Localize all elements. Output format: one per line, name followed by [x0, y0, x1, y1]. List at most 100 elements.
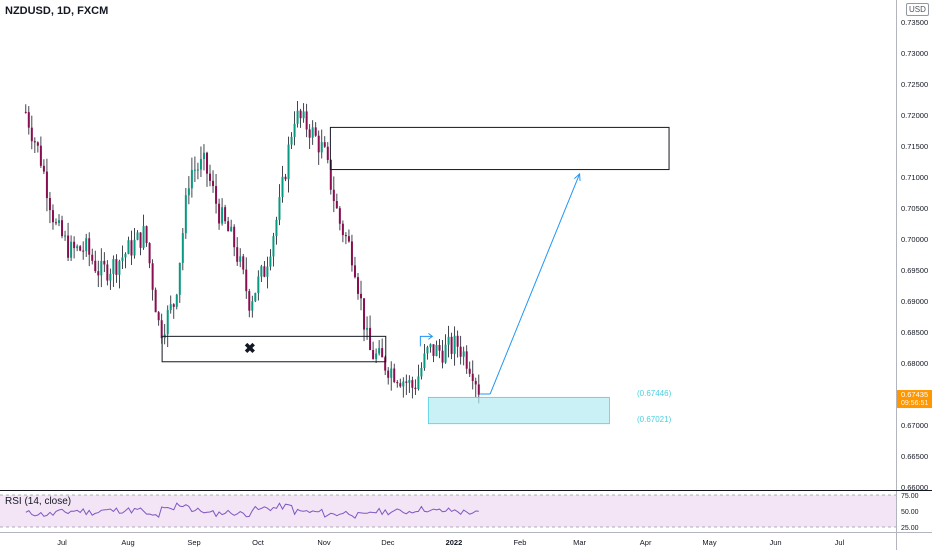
- candle: [414, 379, 417, 395]
- candle: [233, 224, 236, 257]
- candle: [30, 115, 33, 150]
- candle-body: [323, 142, 326, 147]
- cross-marker[interactable]: ✖: [244, 340, 256, 356]
- candle-body: [236, 247, 239, 262]
- candle: [423, 344, 426, 371]
- candle: [172, 303, 175, 319]
- candle-body: [175, 294, 178, 307]
- candle-body: [118, 260, 121, 275]
- candle: [106, 260, 109, 286]
- candle-body: [64, 235, 67, 237]
- candle-body: [36, 142, 39, 146]
- candle-body: [103, 260, 106, 265]
- time-tick-label: Aug: [121, 538, 134, 547]
- time-axis[interactable]: Jul Aug Sep Oct Nov Dec 2022 Feb Mar Apr May Jun Jul: [57, 538, 844, 547]
- candle: [426, 345, 429, 360]
- candle-body: [353, 265, 356, 278]
- candle-body: [73, 241, 76, 249]
- candle-body: [157, 312, 160, 321]
- candle-body: [115, 259, 118, 275]
- candle-body: [420, 368, 423, 377]
- rsi-title[interactable]: RSI (14, close): [5, 496, 72, 507]
- candle-body: [202, 152, 205, 160]
- candle: [202, 144, 205, 171]
- candle: [456, 330, 459, 358]
- candle: [100, 248, 103, 288]
- candle-body: [221, 207, 224, 224]
- candle-body: [335, 201, 338, 209]
- candle: [360, 280, 363, 311]
- candle-body: [405, 381, 408, 383]
- candle-body: [145, 226, 148, 244]
- candle: [420, 362, 423, 380]
- candle-body: [260, 266, 263, 277]
- candle-body: [441, 350, 444, 363]
- candle-body: [302, 111, 305, 119]
- candle: [91, 248, 94, 265]
- candle-body: [215, 186, 218, 204]
- candle-body: [387, 370, 390, 378]
- candle: [350, 234, 353, 272]
- candle: [453, 326, 456, 366]
- candle-body: [408, 380, 411, 383]
- candle-body: [414, 387, 417, 390]
- time-tick-label: Jun: [770, 538, 782, 547]
- candle: [139, 232, 142, 256]
- currency-badge[interactable]: USD: [906, 3, 929, 16]
- candle: [305, 103, 308, 138]
- candle: [459, 335, 462, 365]
- candle: [390, 361, 393, 391]
- candle-body: [311, 127, 314, 138]
- candle: [248, 288, 251, 318]
- candle: [70, 235, 73, 261]
- candle: [157, 311, 160, 326]
- time-tick-label: Oct: [252, 538, 265, 547]
- candle: [54, 218, 57, 226]
- candle: [39, 136, 42, 168]
- candle: [64, 230, 67, 241]
- candle-body: [187, 188, 190, 196]
- candle-body: [100, 260, 103, 276]
- candle: [221, 198, 224, 226]
- drawings-layer: [161, 126, 670, 425]
- price-tick-label: 0.68500: [901, 328, 928, 337]
- candle-body: [296, 110, 299, 124]
- candle-body: [39, 145, 42, 166]
- candle-body: [326, 146, 329, 160]
- candle-body: [70, 241, 73, 258]
- candle: [24, 104, 27, 114]
- target-zone-top-label: (0.67446): [637, 389, 672, 398]
- candle-body: [254, 292, 257, 302]
- candle: [48, 191, 51, 224]
- candle: [323, 136, 326, 148]
- symbol-title[interactable]: NZDUSD, 1D, FXCM: [5, 5, 109, 17]
- candle-body: [477, 384, 480, 395]
- candle: [399, 378, 402, 388]
- candle-body: [130, 240, 133, 256]
- candle-body: [384, 357, 387, 371]
- price-axis[interactable]: 0.73500 0.73000 0.72500 0.72000 0.71500 0.710…: [901, 18, 928, 492]
- candle-body: [33, 141, 36, 143]
- projection-arrow-head: [574, 172, 581, 181]
- candle: [94, 250, 97, 273]
- candle: [136, 230, 139, 241]
- candle-body: [462, 351, 465, 357]
- candle: [115, 254, 118, 283]
- candle-body: [151, 263, 154, 290]
- candle-body: [42, 165, 45, 172]
- candle: [142, 214, 145, 250]
- candle: [154, 287, 157, 313]
- candle-body: [356, 277, 359, 294]
- candle-body: [245, 269, 248, 292]
- candle: [130, 230, 133, 266]
- candle-body: [148, 243, 151, 264]
- candle: [88, 232, 91, 267]
- breakout-arrow-head: [428, 332, 434, 340]
- candle: [447, 325, 450, 358]
- candle: [178, 262, 181, 303]
- candle-body: [363, 298, 366, 330]
- candle: [393, 363, 396, 384]
- candle-body: [248, 291, 251, 311]
- candle-body: [54, 222, 57, 224]
